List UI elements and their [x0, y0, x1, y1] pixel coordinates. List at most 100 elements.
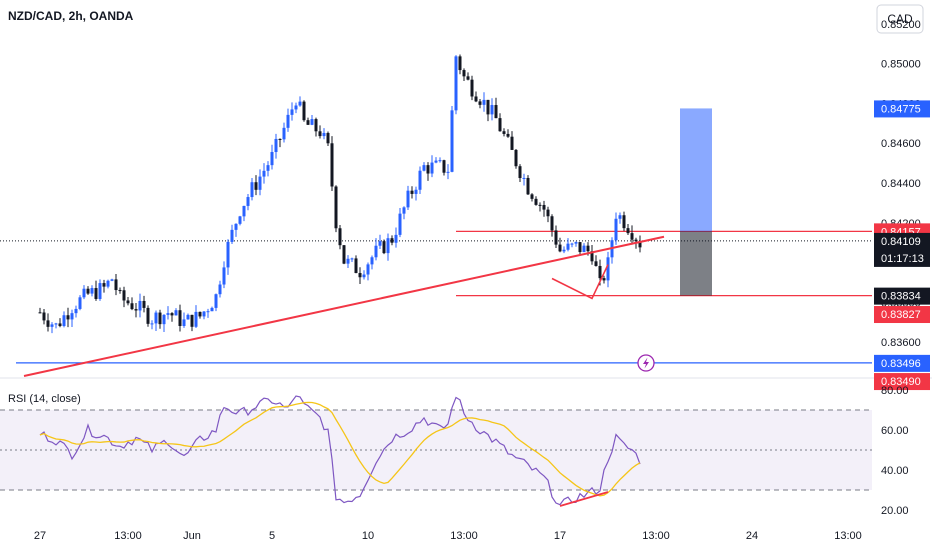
candle	[138, 293, 142, 318]
candle	[62, 311, 66, 328]
candle	[514, 148, 518, 169]
candle	[562, 246, 566, 254]
candle-body	[350, 258, 354, 260]
candle	[294, 102, 298, 114]
candle-body	[442, 160, 446, 173]
candle-body	[366, 264, 370, 275]
candle	[590, 244, 594, 265]
candle	[538, 202, 542, 212]
candle-body	[526, 177, 530, 195]
candle	[434, 157, 438, 164]
candle-body	[410, 190, 414, 194]
candle-body	[534, 198, 538, 205]
candle-body	[450, 110, 454, 172]
price-axis[interactable]: 0.852000.850000.848000.846000.844000.842…	[874, 19, 930, 391]
rsi-line	[39, 395, 641, 506]
price-tag[interactable]: 0.83496	[874, 354, 930, 372]
candle-body	[386, 238, 390, 254]
time-axis[interactable]: 27 13:00 Jun 5 10 13:00 17 13:00 24 13:00	[34, 530, 862, 542]
lightning-icon[interactable]	[637, 354, 655, 372]
candle	[470, 75, 474, 101]
candle-body	[346, 258, 350, 264]
candle-body	[230, 229, 234, 242]
last-price-label: 0.84109	[881, 236, 921, 248]
candle	[602, 275, 606, 284]
candle	[626, 224, 630, 236]
currency-button-frame[interactable]	[876, 4, 924, 34]
candle-body	[38, 312, 42, 314]
candle-body	[574, 242, 578, 244]
candle	[550, 214, 554, 237]
horizontal-lines[interactable]	[0, 230, 872, 364]
candle-body	[234, 223, 238, 230]
candle-body	[258, 176, 262, 190]
trendlines[interactable]	[23, 235, 665, 377]
price-tag[interactable]: 0.83490	[874, 373, 930, 391]
candle-body	[194, 311, 198, 327]
price-divergence-line[interactable]	[551, 264, 609, 300]
rsi-axis[interactable]: 80.00 60.00 40.00 20.00	[881, 385, 909, 517]
currency-button-label[interactable]: CAD	[887, 12, 913, 26]
candle-body	[146, 307, 150, 324]
candle	[126, 296, 130, 306]
last-price-tag[interactable]: 0.84109 01:17:13	[874, 232, 930, 267]
candle	[50, 322, 54, 334]
rsi-divergence-line[interactable]	[559, 491, 609, 507]
time-tick-label: 13:00	[450, 530, 478, 542]
candle-body	[506, 133, 510, 137]
candle-body	[178, 310, 182, 326]
candle	[558, 237, 562, 253]
candle	[194, 305, 198, 328]
candle-body	[502, 131, 506, 134]
candle	[146, 305, 150, 327]
candle-body	[262, 170, 266, 177]
candle	[566, 238, 570, 252]
candle	[122, 286, 126, 308]
currency-button[interactable]: CAD	[876, 4, 924, 34]
candle-body	[174, 310, 178, 316]
candle	[166, 306, 170, 320]
candle	[162, 314, 166, 333]
candle	[442, 159, 446, 176]
candle-body	[438, 160, 442, 162]
candle	[234, 223, 238, 237]
candle-body	[82, 288, 86, 298]
candle	[310, 115, 314, 126]
candle-body	[306, 120, 310, 125]
candle	[66, 307, 70, 328]
candle-body	[70, 313, 74, 320]
time-tick-label: 17	[554, 530, 566, 542]
price-tag-bg	[874, 354, 930, 372]
candle-body	[594, 261, 598, 266]
candle	[206, 308, 210, 318]
candle	[82, 285, 86, 300]
time-tick-label: 13:00	[834, 530, 862, 542]
candle	[430, 155, 434, 178]
candle	[70, 309, 74, 328]
candle-body	[454, 56, 458, 111]
candle	[582, 243, 586, 253]
candle	[150, 320, 154, 330]
candle-body	[330, 143, 334, 187]
time-tick-label: 27	[34, 530, 46, 542]
candle	[254, 175, 258, 196]
candle-body	[414, 189, 418, 194]
candle-body	[586, 245, 590, 252]
candle-body	[78, 297, 82, 309]
candle	[522, 173, 526, 186]
rsi-tick-label: 40.00	[881, 465, 909, 477]
price-tag[interactable]: 0.84775	[874, 100, 930, 118]
long-position-tool[interactable]	[680, 108, 712, 296]
target-zone[interactable]	[680, 108, 712, 232]
price-tag[interactable]: 0.83834	[874, 287, 930, 305]
candle	[466, 72, 470, 81]
stop-zone[interactable]	[680, 231, 712, 296]
candle	[174, 308, 178, 316]
price-tag[interactable]: 0.83827	[874, 306, 930, 324]
candle	[502, 128, 506, 137]
candle-body	[142, 300, 146, 308]
support-trendline[interactable]	[23, 235, 665, 377]
candle	[258, 169, 262, 196]
candle-body	[602, 278, 606, 281]
